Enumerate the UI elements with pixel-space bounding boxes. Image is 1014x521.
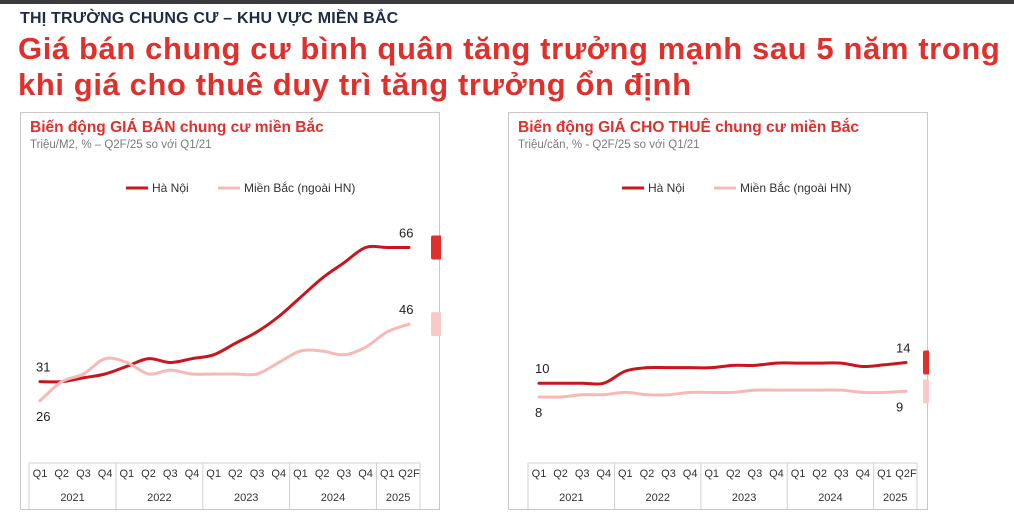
end-value-label: 46	[399, 302, 413, 317]
quarter-tick-label: Q2	[54, 468, 69, 480]
end-value-label: 9	[896, 399, 903, 414]
quarter-tick-label: Q2	[726, 468, 741, 480]
page-headline: Giá bán chung cư bình quân tăng trưởng m…	[18, 31, 1001, 102]
series-line	[38, 244, 411, 384]
quarter-tick-label: Q3	[337, 468, 352, 480]
legend-label: Hà Nội	[648, 181, 685, 195]
quarter-tick-label: Q3	[250, 468, 265, 480]
quarter-tick-label: Q1	[877, 468, 892, 480]
change-badge	[923, 350, 929, 375]
quarter-tick-label: Q1	[380, 468, 395, 480]
series-line	[537, 361, 908, 386]
year-label: 2023	[234, 492, 258, 504]
quarter-tick-label: Q1	[704, 468, 719, 480]
quarter-tick-label: Q1	[33, 468, 48, 480]
quarter-tick-label: Q2F	[398, 468, 420, 480]
year-label: 2022	[645, 492, 669, 504]
quarter-tick-label: Q4	[98, 468, 113, 480]
quarter-tick-label: Q3	[163, 468, 178, 480]
quarter-tick-label: Q2	[812, 468, 827, 480]
year-label: 2023	[732, 492, 756, 504]
quarter-tick-label: Q1	[791, 468, 806, 480]
quarter-tick-label: Q4	[769, 468, 784, 480]
section-kicker: THỊ TRƯỜNG CHUNG CƯ – KHU VỰC MIỀN BẮC	[20, 10, 399, 27]
quarter-tick-label: Q2	[640, 468, 655, 480]
start-value-label: 31	[36, 360, 50, 375]
chart-subtitle: Triệu/M2, % – Q2F/25 so với Q1/21	[30, 139, 212, 151]
year-label: 2021	[559, 492, 583, 504]
quarter-tick-label: Q4	[358, 468, 373, 480]
legend-label: Hà Nội	[152, 181, 189, 195]
change-badge	[431, 235, 441, 260]
rent-price-chart-panel: Biến động GIÁ CHO THUÊ chung cư miền Bắc…	[508, 112, 929, 510]
chart-title: Biến động GIÁ BÁN chung cư miền Bắc	[30, 119, 324, 136]
quarter-tick-label: Q4	[596, 468, 611, 480]
quarter-tick-label: Q1	[293, 468, 308, 480]
quarter-tick-label: Q4	[271, 468, 286, 480]
quarter-tick-label: Q3	[661, 468, 676, 480]
change-badge	[431, 312, 441, 337]
quarter-tick-label: Q1	[206, 468, 221, 480]
quarter-tick-label: Q2	[141, 468, 156, 480]
quarter-tick-label: Q4	[683, 468, 698, 480]
start-value-label: 26	[36, 409, 50, 424]
series-line	[537, 388, 908, 399]
quarter-tick-label: Q3	[834, 468, 849, 480]
quarter-tick-label: Q3	[575, 468, 590, 480]
quarter-tick-label: Q3	[76, 468, 91, 480]
year-label: 2024	[818, 492, 842, 504]
end-value-label: 66	[399, 226, 413, 241]
legend-label: Miền Bắc (ngoài HN)	[740, 180, 851, 195]
quarter-tick-label: Q2F	[895, 468, 917, 480]
quarter-tick-label: Q2	[553, 468, 568, 480]
sale-price-chart-panel: Biến động GIÁ BÁN chung cư miền Bắc Triệ…	[20, 112, 441, 510]
quarter-tick-label: Q1	[119, 468, 134, 480]
quarter-tick-label: Q4	[185, 468, 200, 480]
quarter-tick-label: Q4	[855, 468, 870, 480]
year-label: 2025	[386, 492, 410, 504]
start-value-label: 10	[535, 361, 549, 376]
quarter-tick-label: Q1	[532, 468, 547, 480]
change-badge	[923, 379, 929, 404]
year-label: 2021	[60, 492, 84, 504]
quarter-tick-label: Q1	[618, 468, 633, 480]
year-label: 2025	[883, 492, 907, 504]
legend-label: Miền Bắc (ngoài HN)	[244, 180, 355, 195]
year-label: 2024	[321, 492, 345, 504]
quarter-tick-label: Q2	[228, 468, 243, 480]
top-bar	[0, 0, 1014, 4]
chart-title: Biến động GIÁ CHO THUÊ chung cư miền Bắc	[518, 119, 860, 136]
quarter-tick-label: Q2	[315, 468, 330, 480]
quarter-tick-label: Q3	[748, 468, 763, 480]
series-line	[38, 322, 411, 403]
end-value-label: 14	[896, 341, 910, 356]
start-value-label: 8	[535, 405, 542, 420]
year-label: 2022	[147, 492, 171, 504]
chart-subtitle: Triệu/căn, % - Q2F/25 so với Q1/21	[518, 139, 700, 151]
